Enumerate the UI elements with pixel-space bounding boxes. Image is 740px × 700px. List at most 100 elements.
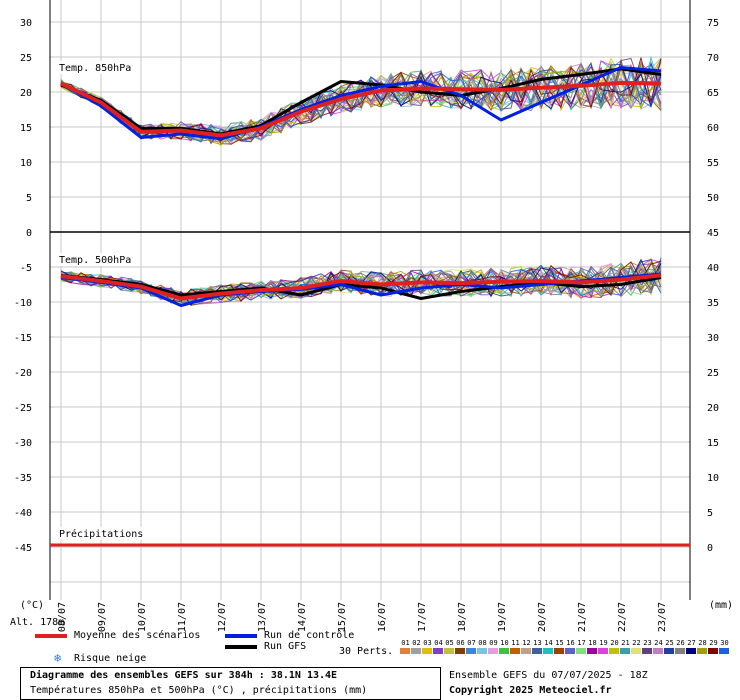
y-tick-label: 20 — [20, 88, 32, 99]
pert-swatch — [565, 648, 575, 654]
pert-number: 24 — [654, 639, 663, 647]
pert-swatch — [697, 648, 707, 654]
pert-swatch — [686, 648, 696, 654]
pert-number: 13 — [533, 639, 542, 647]
legend-mean-label: Moyenne des scénarios — [74, 630, 201, 641]
pert-legend-item: 20 — [609, 639, 620, 654]
pert-legend-item: 03 — [422, 639, 433, 654]
pert-legend-item: 13 — [532, 639, 543, 654]
pert-legend-item: 28 — [697, 639, 708, 654]
y-tick-label: 0 — [26, 228, 32, 239]
altitude-label: Alt. 178m — [10, 617, 65, 628]
pert-number: 19 — [599, 639, 608, 647]
y2-tick-label: 20 — [707, 403, 719, 414]
y-tick-label: 25 — [20, 53, 32, 64]
x-tick-label: 14/07 — [297, 602, 308, 632]
pert-legend-item: 21 — [620, 639, 631, 654]
pert-number: 21 — [621, 639, 630, 647]
pert-number: 12 — [522, 639, 531, 647]
pert-legend-item: 23 — [642, 639, 653, 654]
pert-legend-item: 19 — [598, 639, 609, 654]
pert-number: 18 — [588, 639, 597, 647]
pert-number: 02 — [412, 639, 421, 647]
legend-mean-swatch — [35, 634, 67, 638]
pert-swatch — [444, 648, 454, 654]
x-tick-label: 16/07 — [377, 602, 388, 632]
x-tick-label: 08/07 — [57, 602, 68, 632]
pert-swatch — [488, 648, 498, 654]
pert-number: 09 — [489, 639, 498, 647]
pert-swatch — [653, 648, 663, 654]
x-tick-label: 10/07 — [137, 602, 148, 632]
pert-number: 08 — [478, 639, 487, 647]
pert-number: 11 — [511, 639, 520, 647]
pert-legend-item: 15 — [554, 639, 565, 654]
y-tick-label: -5 — [20, 263, 32, 274]
y2-tick-label: 15 — [707, 438, 719, 449]
panel-label-bg — [56, 253, 137, 266]
pert-swatch — [466, 648, 476, 654]
y2-tick-label: 5 — [707, 508, 713, 519]
y2-tick-label: 25 — [707, 368, 719, 379]
y2-tick-label: 65 — [707, 88, 719, 99]
left-unit-label: (°C) — [20, 600, 45, 611]
x-tick-label: 12/07 — [217, 602, 228, 632]
y-tick-label: -40 — [14, 508, 32, 519]
pert-legend-item: 06 — [455, 639, 466, 654]
panel-label: Temp. 500hPa — [59, 255, 131, 266]
legend-snow-label: Risque neige — [74, 653, 147, 664]
pert-swatch — [609, 648, 619, 654]
x-tick-label: 23/07 — [657, 602, 668, 632]
pert-number: 01 — [401, 639, 410, 647]
pert-swatch — [510, 648, 520, 654]
y-tick-label: 15 — [20, 123, 32, 134]
pert-number: 27 — [687, 639, 696, 647]
pert-legend-item: 08 — [477, 639, 488, 654]
panel-label: Précipitations — [59, 528, 143, 540]
pert-swatch — [598, 648, 608, 654]
legend-perts-label: 30 Perts. — [339, 646, 394, 657]
pert-number: 14 — [544, 639, 553, 647]
pert-swatch — [433, 648, 443, 654]
t850-series-control — [60, 66, 662, 141]
pert-swatch — [411, 648, 421, 654]
pert-legend-item: 02 — [411, 639, 422, 654]
legend-control-label: Run de contrôle — [264, 630, 355, 641]
y2-tick-label: 40 — [707, 263, 719, 274]
pert-number: 30 — [720, 639, 729, 647]
pert-legend-item: 11 — [510, 639, 521, 654]
footer-run: Ensemble GEFS du 07/07/2025 - 18Z — [449, 670, 648, 681]
y-tick-label: -30 — [14, 438, 32, 449]
footer-title-box — [20, 667, 441, 700]
y-tick-label: -45 — [14, 543, 32, 554]
pert-legend-item: 25 — [664, 639, 675, 654]
y-tick-label: 5 — [26, 193, 32, 204]
t850-series-mean — [60, 80, 662, 138]
y-tick-label: -35 — [14, 473, 32, 484]
y-tick-label: -25 — [14, 403, 32, 414]
pert-number: 15 — [555, 639, 564, 647]
legend-gfs-label: Run GFS — [264, 641, 307, 652]
pert-legend-item: 07 — [466, 639, 477, 654]
pert-number: 07 — [467, 639, 476, 647]
pert-legend-item: 18 — [587, 639, 598, 654]
t500-series-mean — [60, 273, 662, 301]
y2-tick-label: 70 — [707, 53, 719, 64]
pert-swatch — [675, 648, 685, 654]
y2-tick-label: 0 — [707, 543, 713, 554]
y-tick-label: -15 — [14, 333, 32, 344]
pert-swatch — [532, 648, 542, 654]
pert-number: 17 — [577, 639, 586, 647]
pert-swatch — [587, 648, 597, 654]
pert-legend-item: 27 — [686, 639, 697, 654]
y-tick-label: -20 — [14, 368, 32, 379]
pert-number: 23 — [643, 639, 652, 647]
pert-swatch — [521, 648, 531, 654]
x-tick-label: 20/07 — [537, 602, 548, 632]
pert-swatch — [477, 648, 487, 654]
pert-legend-item: 10 — [499, 639, 510, 654]
pert-number: 10 — [500, 639, 509, 647]
pert-legend-item: 22 — [631, 639, 642, 654]
x-tick-label: 17/07 — [417, 602, 428, 632]
